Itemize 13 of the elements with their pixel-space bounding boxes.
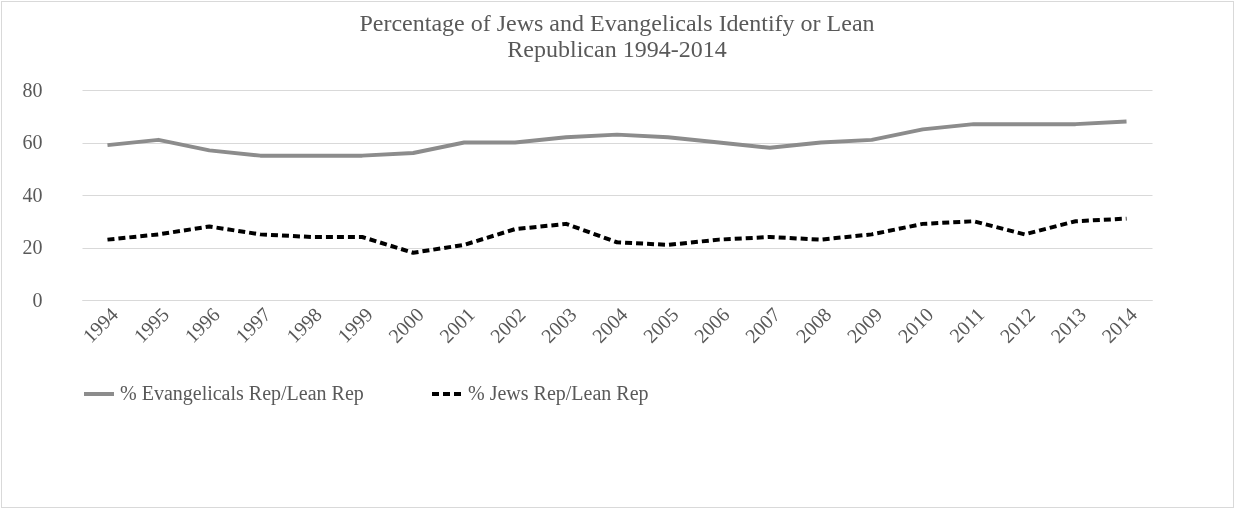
y-tick-label: 20	[22, 236, 43, 258]
x-tick-label: 1999	[333, 303, 377, 347]
y-tick-label: 0	[32, 288, 43, 311]
y-tick-label: 80	[22, 78, 43, 101]
line-series	[105, 119, 1129, 158]
line-series	[105, 216, 1129, 255]
legend-label: % Evangelicals Rep/Lean Rep	[120, 382, 364, 405]
x-tick-label: 2011	[944, 303, 989, 347]
y-tick-label: 60	[22, 131, 43, 153]
x-tick-label: 1998	[282, 303, 326, 347]
chart-title: Percentage of Jews and Evangelicals Identify or Lean Republican 1994-2014	[359, 10, 875, 62]
y-tick-label: 40	[22, 183, 43, 206]
legend-label: % Jews Rep/Lean Rep	[468, 382, 649, 405]
